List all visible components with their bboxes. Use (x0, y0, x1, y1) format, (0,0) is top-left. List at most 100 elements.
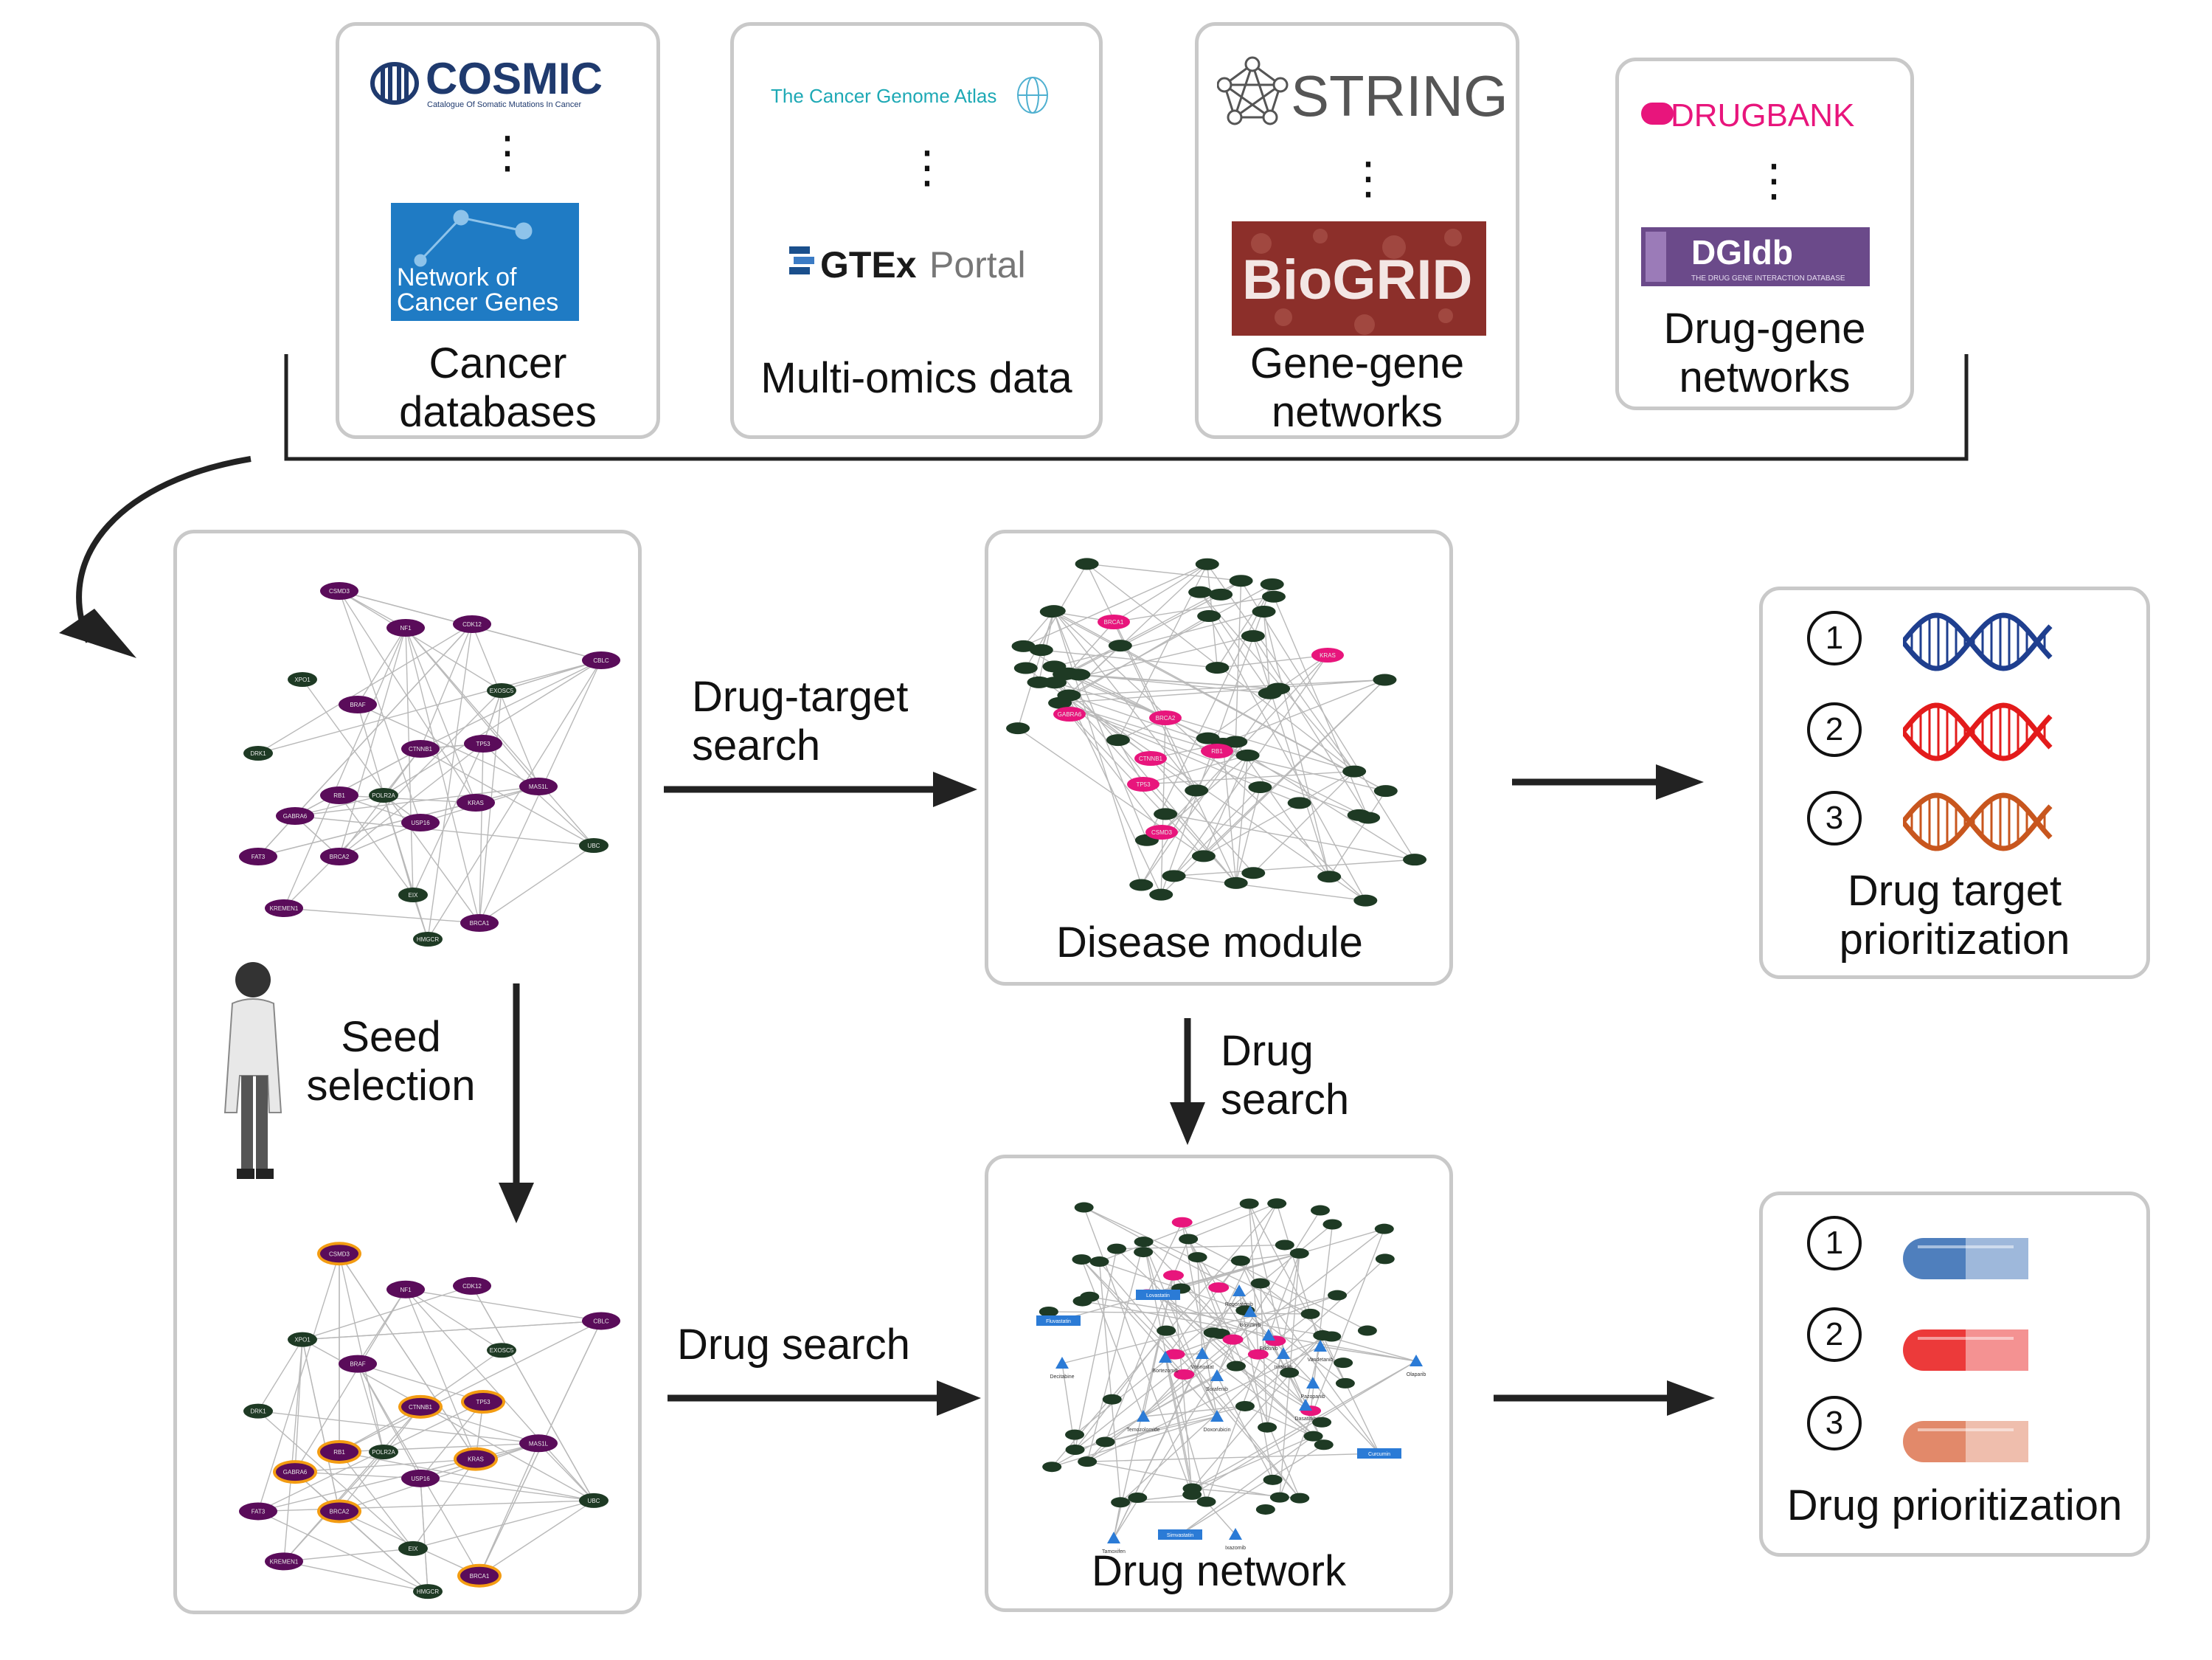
node-label: BRCA1 (470, 1573, 490, 1580)
pill-icons (1903, 1238, 2028, 1462)
node-label: TP53 (1136, 781, 1151, 788)
network-node (1230, 1255, 1250, 1266)
network-node (1173, 1369, 1195, 1380)
network-node (1107, 1243, 1127, 1254)
gtex-wordmark: GTEx (820, 244, 917, 286)
network-node: Bosutinib (1240, 1305, 1261, 1328)
network-node (1266, 682, 1291, 695)
network-node: Tamoxifen (1102, 1532, 1126, 1554)
network-node: CDK12 (453, 1276, 491, 1295)
node-label: CTNNB1 (409, 746, 433, 753)
network-node (1179, 1234, 1199, 1245)
network-node: BRCA1 (457, 1563, 502, 1588)
network-node: Erlotinib (1259, 1329, 1278, 1352)
rank-1-badge: 1 (1807, 611, 1862, 665)
arrow-right-icon (1656, 764, 1704, 800)
network-node: HMGCR (413, 1584, 443, 1600)
arrow-down-icon (499, 1183, 534, 1223)
biogrid-logo: BioGRID (1232, 221, 1486, 336)
node-label: UBC (588, 843, 600, 849)
tcga-wordmark: The Cancer Genome Atlas (771, 85, 996, 107)
network-node: DRK1 (243, 1403, 273, 1419)
network-node: Dasatinib (1294, 1399, 1317, 1422)
network-node (1263, 1474, 1283, 1485)
network-node: EIX (398, 888, 428, 902)
disease-module-box: BRCA1 GABRA6 CTNNB1 BRCA2 TP53 RB1 CSMD3 KRAS D… (985, 530, 1453, 986)
network-node: EXOSC5 (487, 1343, 516, 1358)
network-node (1042, 1462, 1062, 1473)
string-wordmark: STRING (1291, 63, 1508, 128)
network-node (1089, 1256, 1109, 1268)
node-label: BRCA2 (330, 1508, 350, 1515)
network-node (1048, 696, 1072, 709)
node-label: KRAS (468, 1456, 484, 1463)
drug-label: Curcumin (1368, 1452, 1390, 1457)
ncg-line-1: Network of (397, 263, 517, 291)
rank-2-badge: 2 (1807, 702, 1862, 757)
cosmic-logo: COSMIC Catalogue Of Somatic Mutations In… (365, 54, 638, 114)
network-node (1261, 590, 1286, 603)
network-node: KRAS (457, 794, 495, 812)
node-label: CSMD3 (329, 588, 350, 595)
drug-label: Sorafenib (1206, 1387, 1228, 1392)
drug-label: Temozolomide (1126, 1428, 1159, 1433)
dgidb-icon: DGIdb THE DRUG GENE INTERACTION DATABASE (1641, 227, 1870, 286)
network-node (1195, 558, 1219, 570)
network-node: BRCA2 (317, 1499, 361, 1524)
drug-label: Vorinostat (1190, 1365, 1213, 1370)
network-node: TP53 (461, 1390, 505, 1414)
node-label: KRAS (1320, 652, 1336, 659)
network-node (1310, 1205, 1330, 1216)
network-node (1289, 1248, 1309, 1259)
network-node (1247, 1349, 1269, 1360)
network-node (1375, 1253, 1395, 1265)
network-node (1255, 1504, 1275, 1515)
drug-label: Imatinib (1275, 1365, 1293, 1370)
source-box-gene-gene: STRING ⋮ BioGRID Gene-gene networks (1195, 22, 1519, 439)
drug-search-horizontal-label: Drug search (677, 1321, 910, 1369)
network-node: RB1 (1201, 744, 1233, 758)
network-node (1128, 1493, 1148, 1504)
node-label: HMGCR (417, 936, 439, 943)
drug-label: Ixazomib (1225, 1546, 1246, 1551)
node-label: TP53 (476, 741, 490, 747)
network-node (1203, 1327, 1223, 1338)
source-bracket (59, 354, 1969, 658)
network-node: KREMEN1 (265, 1552, 303, 1571)
drug-target-search-label: Drug-target search (692, 673, 909, 770)
network-node (1241, 630, 1265, 643)
network-node: MAS1L (519, 778, 558, 795)
node-label: DRK1 (250, 750, 266, 757)
node-label: POLR2A (372, 792, 395, 799)
network-node (1222, 1334, 1244, 1345)
cosmic-icon: COSMIC Catalogue Of Somatic Mutations In… (370, 54, 603, 109)
node-label: EXOSC5 (490, 1347, 514, 1354)
node-label: EIX (409, 892, 419, 899)
network-node: TP53 (464, 735, 502, 753)
network-node (1011, 640, 1036, 652)
network-node: KREMEN1 (265, 899, 303, 917)
network-node (1006, 722, 1030, 735)
network-node (1373, 785, 1398, 798)
network-node: EXOSC5 (487, 683, 516, 698)
network-node (1072, 1254, 1092, 1265)
drug-label: Dasatinib (1294, 1417, 1316, 1422)
arrow-right-icon (933, 772, 977, 807)
node-label: BRCA2 (1156, 715, 1176, 722)
network-node: GABRA6 (1053, 707, 1086, 722)
node-label: GABRA6 (283, 1469, 308, 1476)
network-node (1188, 1252, 1207, 1263)
drug-label: Bortezomib (1152, 1369, 1179, 1374)
network-node (1162, 870, 1186, 882)
network-node (1334, 1358, 1353, 1369)
node-label: CSMD3 (1151, 829, 1173, 836)
network-node: NF1 (386, 619, 425, 637)
caption-drug-gene: Drug-gene networks (1663, 305, 1866, 401)
network-node: HMGCR (413, 932, 443, 947)
network-node (1129, 879, 1154, 891)
drug-label: Olaparib (1407, 1372, 1426, 1377)
network-node (1134, 1237, 1154, 1248)
drug-label: Tamoxifen (1102, 1549, 1126, 1554)
node-label: KREMEN1 (270, 905, 299, 912)
network-node: GABRA6 (273, 1460, 317, 1484)
